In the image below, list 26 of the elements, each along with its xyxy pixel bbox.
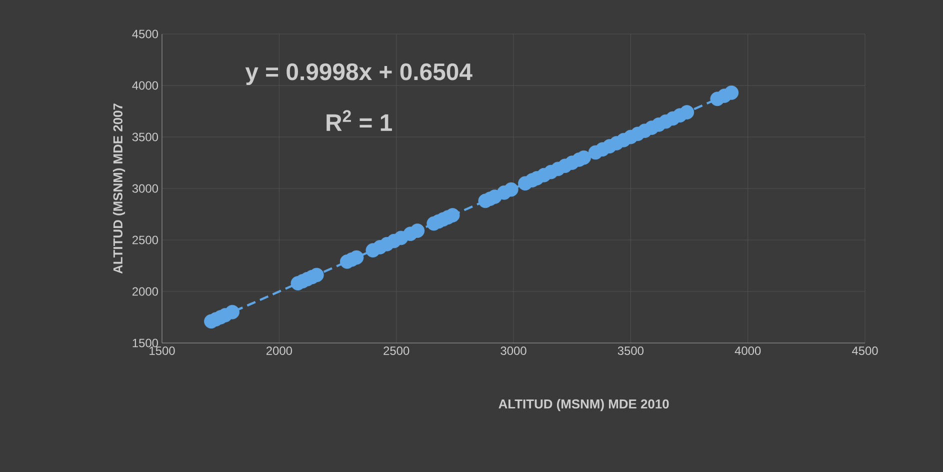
y-tick-label: 2500 [132, 236, 158, 244]
point [724, 86, 739, 100]
x-tick-label: 2500 [384, 346, 410, 355]
y-tick-label: 1500 [132, 338, 158, 348]
point [445, 208, 460, 222]
y-tick-label: 2000 [132, 287, 158, 296]
x-tick-label: 3000 [500, 346, 526, 355]
y-tick-label: 3000 [132, 184, 158, 193]
x-tick-label: 4500 [852, 346, 878, 355]
point [576, 150, 591, 165]
x-tick-label: 1500 [150, 346, 175, 355]
y-tick-label: 4000 [132, 81, 158, 90]
point [225, 304, 240, 320]
x-axis-title: ALTITUD (MSNM) MDE 2010 [498, 399, 669, 412]
y-tick-label: 3500 [132, 132, 158, 142]
x-tick-label: 2000 [266, 346, 292, 355]
x-tick-label: 3500 [618, 346, 644, 355]
x-tick-label: 4000 [734, 346, 761, 355]
annotation: R$^{2}$ = 1 [326, 110, 392, 131]
y-axis-title: ALTITUD (MSNM) MDE 2007 [112, 104, 126, 274]
point [349, 250, 364, 265]
point [410, 224, 425, 238]
point [680, 105, 694, 120]
y-tick-label: 4500 [132, 30, 158, 38]
annotation: y = 0.9998x + 0.6504 [245, 63, 472, 86]
point [504, 182, 518, 197]
